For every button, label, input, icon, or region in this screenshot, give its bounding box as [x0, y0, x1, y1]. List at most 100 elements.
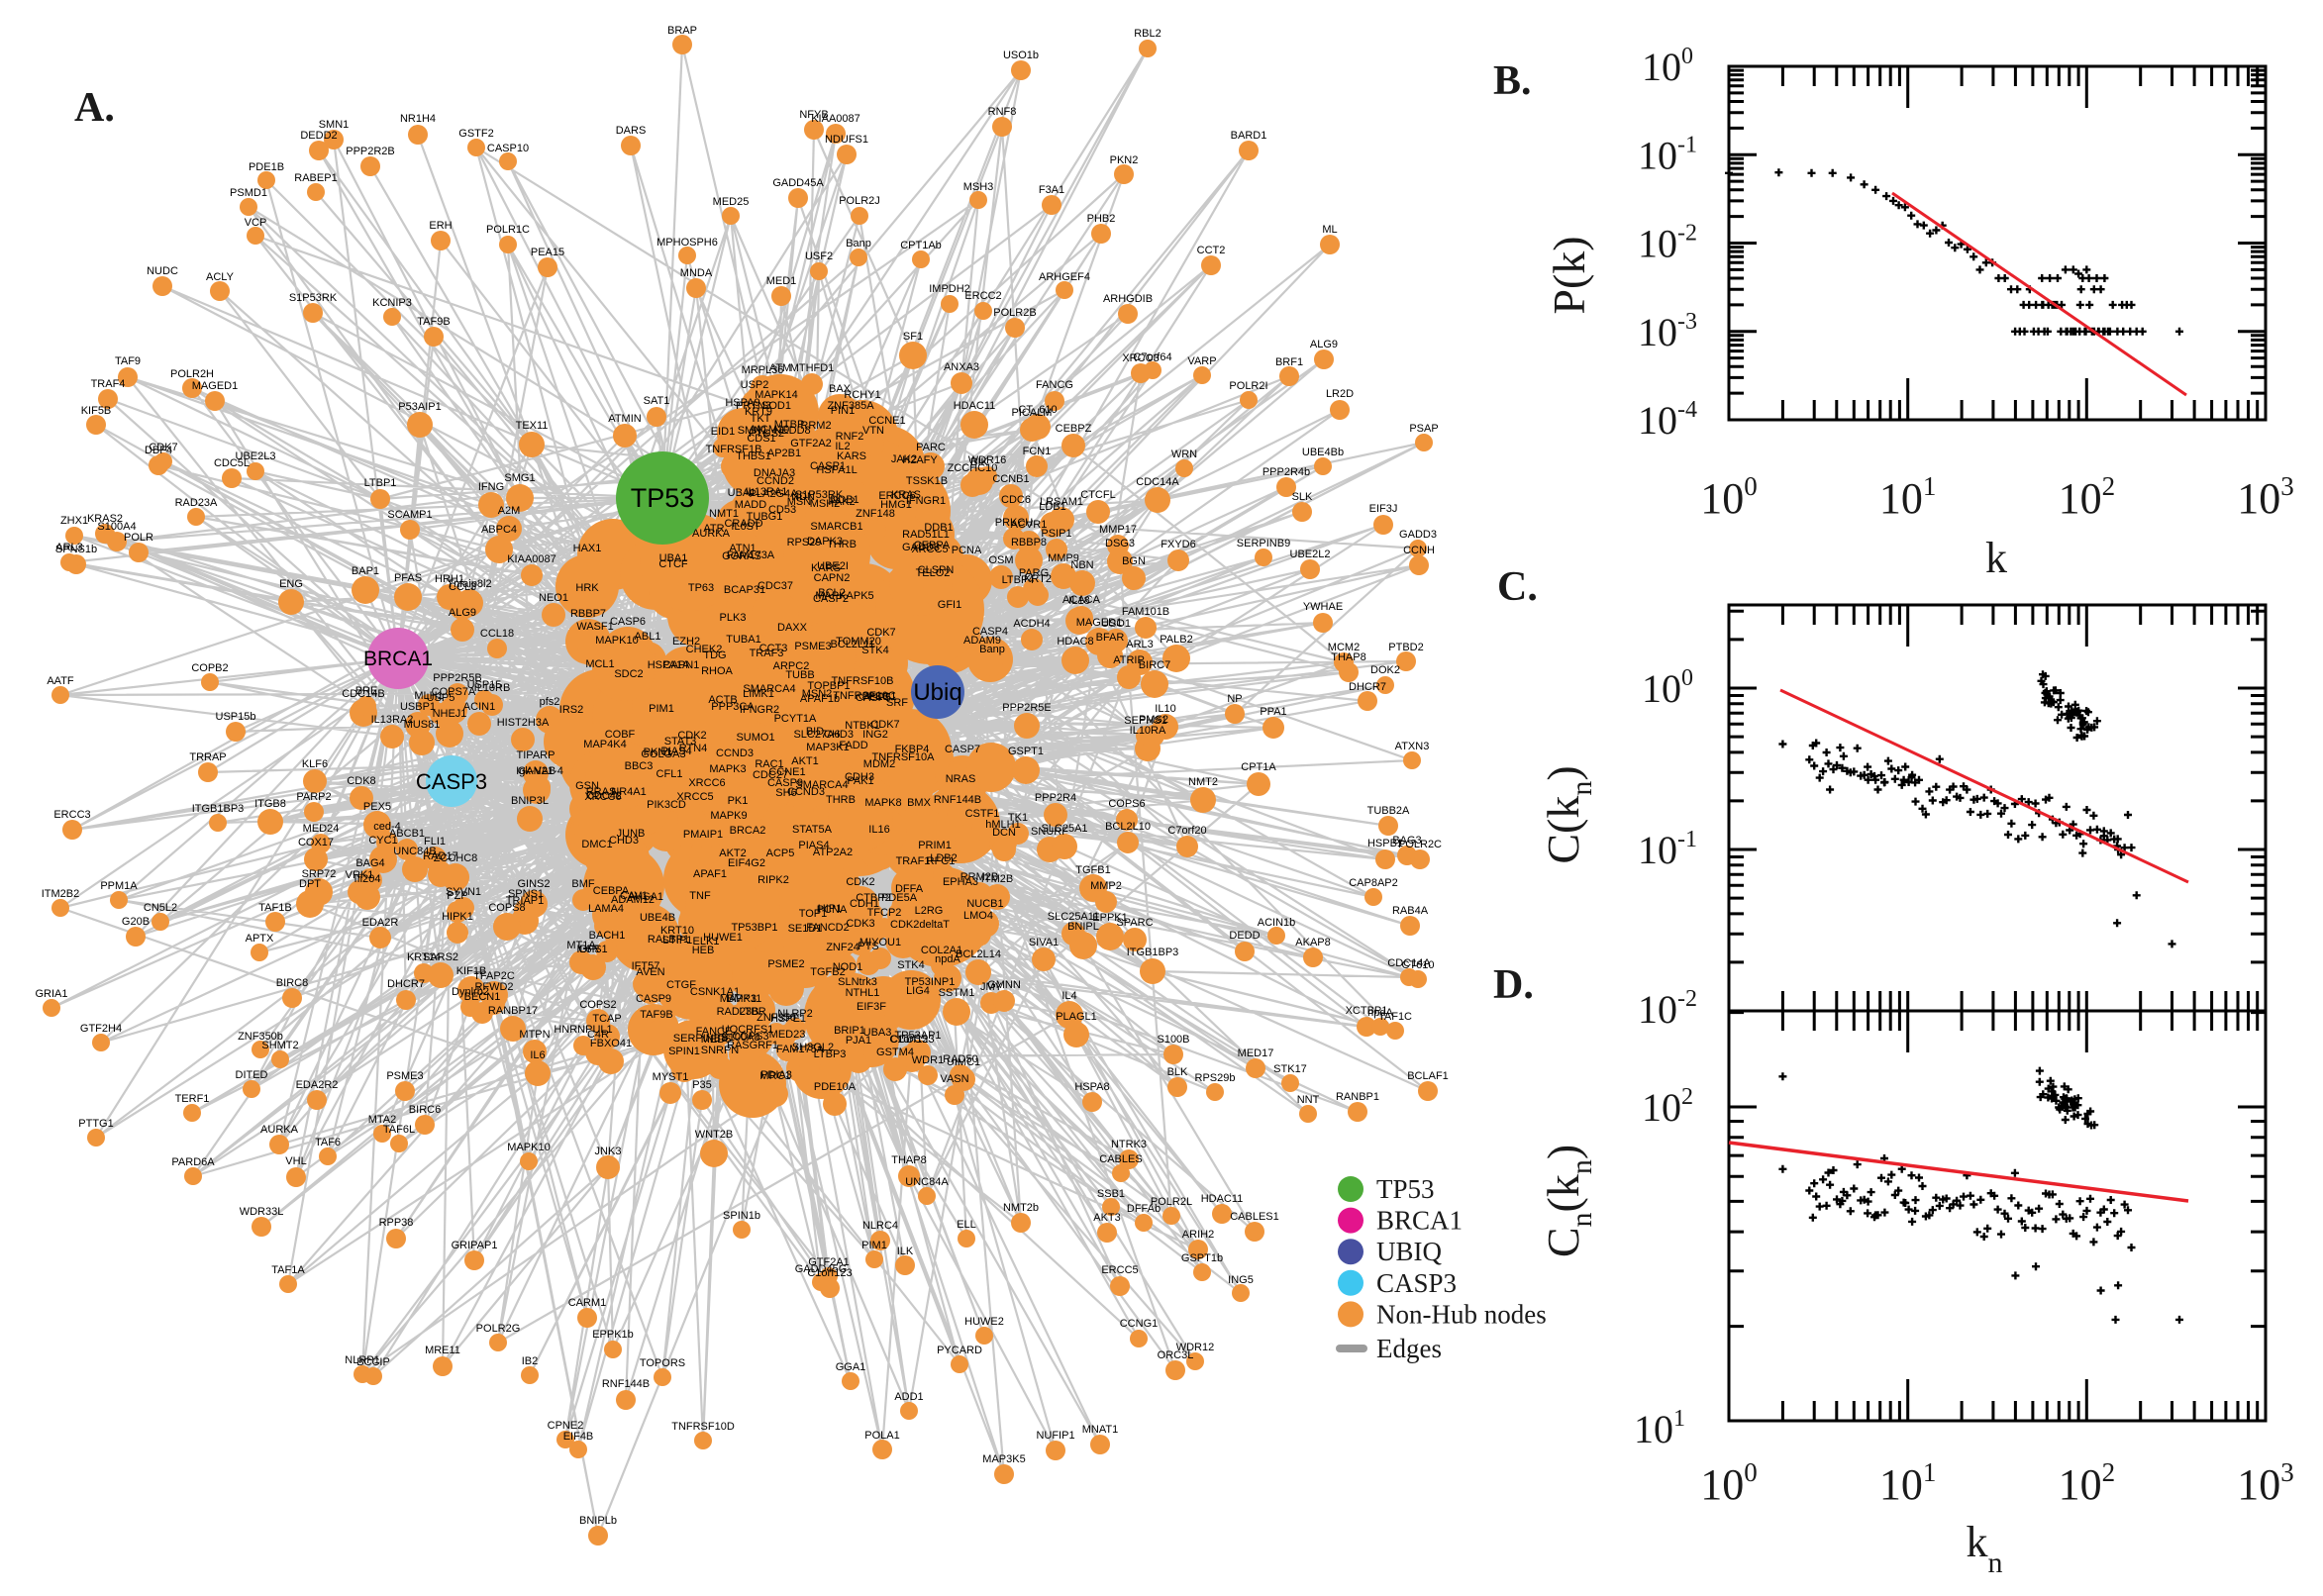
svg-text:Banp: Banp: [979, 644, 1005, 655]
svg-text:LAMA4: LAMA4: [588, 903, 624, 915]
svg-text:NTBK1: NTBK1: [845, 720, 879, 732]
svg-text:MMP9: MMP9: [1048, 552, 1079, 564]
svg-text:MED17: MED17: [1238, 1047, 1274, 1059]
svg-text:B.: B.: [1493, 58, 1532, 104]
svg-text:VRK1: VRK1: [346, 869, 374, 881]
svg-text:MSH3: MSH3: [963, 181, 994, 193]
svg-text:RNF144B: RNF144B: [602, 1378, 650, 1390]
svg-text:NUCB1: NUCB1: [966, 898, 1003, 910]
svg-text:POLA1: POLA1: [864, 1430, 899, 1442]
svg-text:HMG1: HMG1: [880, 499, 912, 511]
svg-text:BRCA2: BRCA2: [730, 825, 766, 837]
svg-text:XRCC5: XRCC5: [911, 544, 948, 555]
svg-text:RASGRF1: RASGRF1: [727, 1040, 778, 1051]
svg-text:RRM2: RRM2: [800, 420, 831, 432]
svg-text:BMX: BMX: [907, 797, 932, 809]
svg-text:WDR33L: WDR33L: [240, 1206, 284, 1218]
svg-text:PHB2: PHB2: [1087, 213, 1116, 225]
svg-text:TUBB2A: TUBB2A: [1367, 805, 1410, 817]
svg-text:PPP2R4b: PPP2R4b: [1262, 466, 1310, 478]
svg-text:ABPC4: ABPC4: [481, 524, 517, 536]
svg-text:PCNA: PCNA: [952, 545, 982, 556]
svg-text:C4R: C4R: [587, 1029, 609, 1041]
svg-text:OSM: OSM: [988, 554, 1013, 566]
svg-text:ATN1: ATN1: [729, 543, 756, 554]
svg-text:ERCC5: ERCC5: [1101, 1264, 1138, 1276]
svg-text:CCNB1: CCNB1: [992, 473, 1029, 485]
svg-text:BCL2L11: BCL2L11: [830, 639, 874, 650]
svg-text:POLR1C: POLR1C: [486, 224, 530, 236]
svg-text:CDC14A: CDC14A: [1136, 476, 1179, 488]
svg-text:HSPE1: HSPE1: [770, 1013, 806, 1025]
svg-text:MRE11: MRE11: [425, 1345, 460, 1356]
svg-text:GADD45G: GADD45G: [795, 1263, 848, 1275]
svg-text:10-1: 10-1: [1638, 827, 1697, 872]
svg-text:CDH1: CDH1: [850, 898, 879, 910]
svg-text:DBF4: DBF4: [145, 445, 172, 456]
svg-text:KRAS2: KRAS2: [87, 513, 123, 525]
svg-text:NFYB: NFYB: [799, 109, 828, 121]
svg-text:EPHA3: EPHA3: [943, 876, 978, 888]
svg-text:XRCC6: XRCC6: [584, 791, 621, 803]
svg-text:RAC1: RAC1: [755, 758, 783, 770]
svg-text:CTGF: CTGF: [666, 979, 696, 991]
svg-text:ARHGDIB: ARHGDIB: [1103, 293, 1153, 305]
svg-text:CASP10: CASP10: [487, 143, 529, 154]
svg-text:WDR16: WDR16: [968, 454, 1007, 466]
svg-text:S100A8: S100A8: [721, 1032, 759, 1044]
svg-text:PK1: PK1: [728, 795, 749, 807]
svg-text:UQCRFS1: UQCRFS1: [722, 1024, 774, 1036]
svg-text:EDA2R2: EDA2R2: [296, 1079, 339, 1091]
svg-text:GSN: GSN: [575, 780, 599, 792]
svg-text:WASF1: WASF1: [576, 621, 614, 633]
svg-text:TRIAP1: TRIAP1: [506, 895, 545, 907]
svg-text:JAK2: JAK2: [891, 453, 917, 465]
svg-text:SCAMP1: SCAMP1: [387, 509, 432, 521]
svg-text:RANBP1: RANBP1: [1336, 1091, 1379, 1103]
svg-text:CDK7: CDK7: [870, 719, 899, 731]
svg-text:PPP2R5E: PPP2R5E: [1002, 702, 1052, 714]
svg-text:Edges: Edges: [1376, 1334, 1442, 1363]
svg-text:FCN1: FCN1: [1023, 446, 1052, 457]
svg-text:RAD23B: RAD23B: [717, 1006, 759, 1018]
svg-text:USP2: USP2: [741, 379, 769, 391]
svg-text:MNDA: MNDA: [680, 267, 713, 279]
svg-text:GINS2: GINS2: [517, 878, 550, 890]
svg-text:CAPN1: CAPN1: [663, 659, 700, 671]
svg-text:CCL3: CCL3: [449, 581, 476, 593]
svg-text:CCT2: CCT2: [1197, 245, 1226, 256]
svg-text:BCL2L14: BCL2L14: [956, 948, 1001, 960]
svg-text:SPIN1b: SPIN1b: [723, 1210, 760, 1222]
svg-text:USO1: USO1: [1101, 618, 1131, 630]
svg-text:BLK: BLK: [1167, 1066, 1188, 1078]
svg-text:ERCC3: ERCC3: [53, 809, 90, 821]
svg-text:ACACA: ACACA: [1062, 594, 1101, 606]
svg-text:SPIN1: SPIN1: [668, 1046, 700, 1057]
svg-text:COL2A1: COL2A1: [921, 945, 962, 956]
svg-text:IRS2: IRS2: [559, 704, 583, 716]
svg-text:PLK3: PLK3: [720, 612, 747, 624]
svg-text:PALB2: PALB2: [1160, 634, 1192, 646]
svg-text:APTX: APTX: [246, 933, 274, 945]
svg-text:HSPA1A: HSPA1A: [648, 659, 690, 671]
svg-text:TNFRSF1B: TNFRSF1B: [706, 444, 762, 455]
svg-text:PIN1: PIN1: [831, 405, 855, 417]
svg-text:YWHAE: YWHAE: [1303, 601, 1343, 613]
svg-text:S1P53RK: S1P53RK: [795, 489, 844, 501]
svg-text:BCAP31: BCAP31: [724, 584, 765, 596]
svg-text:SE1D1: SE1D1: [788, 923, 823, 935]
svg-text:COPS6: COPS6: [1108, 798, 1145, 810]
svg-text:MAPKAPK5: MAPKAPK5: [815, 590, 873, 602]
svg-text:KLF6: KLF6: [302, 758, 328, 770]
svg-text:VTN: VTN: [862, 425, 884, 437]
svg-text:STIP1: STIP1: [662, 935, 693, 947]
svg-text:PIM1: PIM1: [861, 1240, 887, 1251]
svg-text:PSME3: PSME3: [386, 1070, 423, 1082]
svg-text:ILK: ILK: [897, 1246, 914, 1257]
svg-text:ING5: ING5: [1228, 1274, 1254, 1286]
svg-text:COPS8: COPS8: [488, 902, 525, 914]
svg-text:CASP3: CASP3: [416, 769, 487, 794]
svg-text:100: 100: [1642, 665, 1693, 711]
svg-text:CDK2: CDK2: [677, 730, 706, 742]
svg-text:HUWE2: HUWE2: [964, 1316, 1004, 1328]
